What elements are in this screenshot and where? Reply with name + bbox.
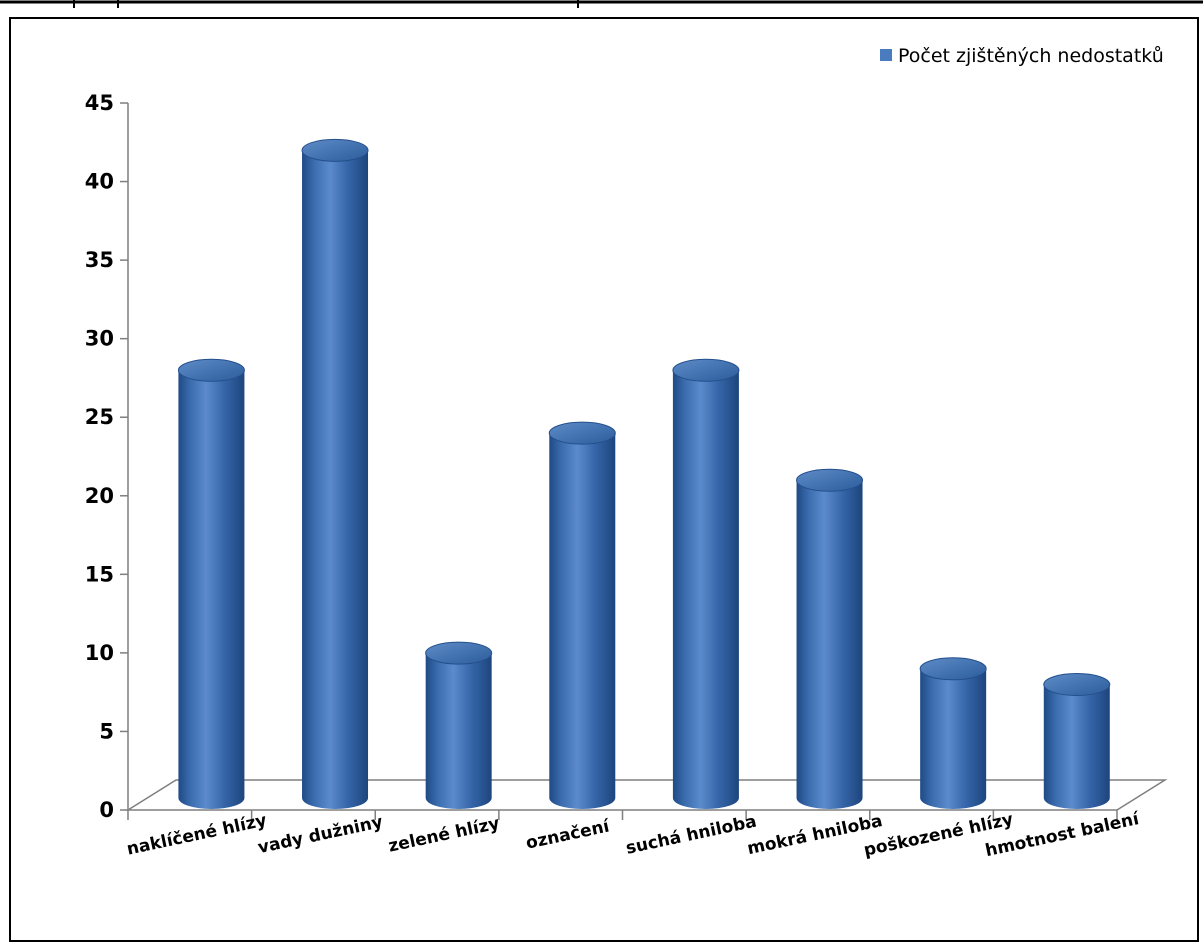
chart-floor (125, 779, 1168, 811)
legend: Počet zjištěných nedostatků (880, 45, 1164, 67)
bar-cap (1043, 673, 1111, 697)
bar (672, 358, 740, 809)
bar-cap (919, 657, 987, 681)
y-tick-label: 20 (85, 484, 114, 508)
bar (425, 641, 493, 809)
bar-cap (672, 358, 740, 382)
y-tick-label: 10 (85, 641, 114, 665)
top-header-rule (0, 0, 1203, 8)
bar-cap (301, 138, 369, 162)
bar-cap (177, 358, 245, 382)
bar (301, 138, 369, 809)
bars (177, 138, 1111, 809)
bar (548, 421, 616, 809)
bar-cap (548, 421, 616, 445)
y-tick-label: 30 (85, 327, 114, 351)
bar-body (178, 370, 245, 809)
legend-swatch (880, 49, 892, 61)
axes (120, 102, 1168, 820)
bar-body (920, 668, 987, 809)
bar-cap (796, 468, 864, 492)
bar-body (425, 653, 492, 809)
bar-body (796, 480, 863, 809)
bar-cap (425, 641, 493, 665)
x-tick-label: zelené hlízy (387, 814, 502, 857)
y-tick-label: 35 (85, 248, 114, 272)
x-tick-label: naklíčené hlízy (125, 811, 268, 860)
bar (919, 657, 987, 809)
bar-body (1043, 684, 1110, 809)
x-tick-label: vady dužniny (256, 812, 384, 858)
y-tick-label: 5 (99, 719, 114, 743)
bar (1043, 673, 1111, 809)
y-axis-labels: 0 5 10 15 20 25 30 35 40 45 (85, 91, 114, 822)
y-tick-label: 25 (85, 405, 114, 429)
y-tick-label: 15 (85, 562, 114, 586)
bar-body (302, 150, 369, 809)
bar-body (549, 433, 616, 809)
bar (177, 358, 245, 809)
x-tick-label: označení (524, 816, 612, 853)
y-tick-label: 0 (99, 798, 114, 822)
legend-label: Počet zjištěných nedostatků (898, 45, 1164, 67)
bar-body (672, 370, 739, 809)
bar (796, 468, 864, 809)
y-tick-label: 40 (85, 170, 114, 194)
x-tick-label: suchá hniloba (624, 812, 758, 859)
y-tick-label: 45 (85, 91, 114, 115)
